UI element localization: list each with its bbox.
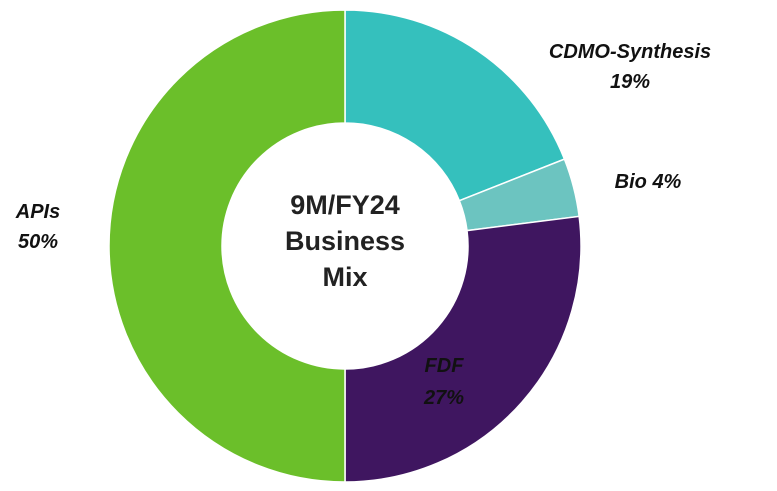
donut-slice bbox=[344, 9, 566, 202]
slice-value: 19% bbox=[610, 71, 650, 93]
slice-name: APIs bbox=[15, 201, 60, 223]
slice-label: Bio 4% bbox=[615, 171, 682, 193]
slice-value: 27% bbox=[423, 387, 464, 409]
slice-value: 50% bbox=[18, 231, 58, 253]
slice-name: CDMO-Synthesis bbox=[549, 41, 711, 63]
slice-name: Bio bbox=[615, 171, 647, 193]
slice-value: 4% bbox=[651, 171, 681, 193]
slice-name: FDF bbox=[425, 355, 465, 377]
chart-title: 9M/FY24 Business Mix bbox=[285, 190, 405, 292]
donut-slice bbox=[108, 9, 346, 483]
donut-slice bbox=[344, 215, 582, 483]
